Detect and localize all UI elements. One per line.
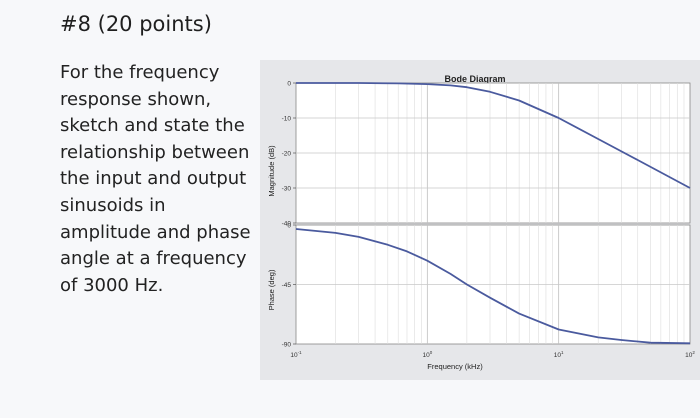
problem-text: For the frequency response shown, sketch… <box>60 60 260 299</box>
magnitude-y-tick-label: -20 <box>282 151 292 158</box>
x-tick-label: 101 <box>554 350 564 359</box>
magnitude-series-line <box>296 82 691 189</box>
bode-figure: Bode Diagram Magnitude (dB) Phase (deg) … <box>260 60 700 380</box>
magnitude-y-tick-label: -40 <box>282 221 292 228</box>
x-tick-label: 102 <box>685 350 695 359</box>
magnitude-y-tick-label: -10 <box>282 116 292 123</box>
problem-title: #8 (20 points) <box>60 12 212 36</box>
x-tick-label: 10-1 <box>290 350 302 359</box>
problem-line: amplitude and phase <box>60 221 251 243</box>
chart-title: Bode Diagram <box>444 74 505 84</box>
problem-line: sketch and state the <box>60 115 245 137</box>
phase-series-line <box>295 228 691 345</box>
problem-line: sinusoids in <box>60 194 166 216</box>
magnitude-y-tick-label: 0 <box>287 81 291 88</box>
phase-y-tick-label: -90 <box>282 342 292 349</box>
phase-y-tick-label: -45 <box>282 282 292 289</box>
magnitude-axis-label: Magnitude (dB) <box>267 145 276 197</box>
problem-line: response shown, <box>60 88 212 110</box>
bode-diagram: Bode Diagram Magnitude (dB) Phase (deg) … <box>260 60 700 380</box>
phase-y-tick-label: 0 <box>287 223 291 230</box>
problem-line: of 3000 Hz. <box>60 274 164 296</box>
frequency-axis-label: Frequency (kHz) <box>427 362 483 371</box>
problem-line: angle at a frequency <box>60 248 247 270</box>
problem-line: relationship between <box>60 141 250 163</box>
magnitude-y-tick-label: -30 <box>282 186 292 193</box>
x-tick-label: 100 <box>422 350 432 359</box>
problem-line: the input and output <box>60 168 247 190</box>
phase-axis-label: Phase (deg) <box>267 269 276 310</box>
problem-line: For the frequency <box>60 62 220 83</box>
